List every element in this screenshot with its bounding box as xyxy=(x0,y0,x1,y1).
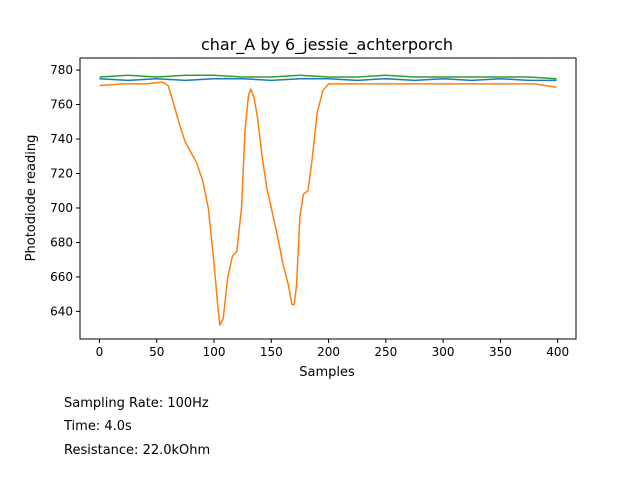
chart-title: char_A by 6_jessie_achterporch xyxy=(201,35,453,55)
sampling-rate-text: Sampling Rate: 100Hz xyxy=(64,396,209,411)
x-tick-label: 100 xyxy=(203,345,226,359)
y-tick-label: 680 xyxy=(50,235,73,249)
y-tick-label: 740 xyxy=(50,132,73,146)
plot-frame xyxy=(79,57,577,340)
y-axis-label: Photodiode reading xyxy=(24,135,39,262)
x-tick-label: 50 xyxy=(149,345,164,359)
y-tick-label: 640 xyxy=(50,304,73,318)
x-tick-label: 350 xyxy=(489,345,512,359)
x-tick-label: 250 xyxy=(374,345,397,359)
y-tick-label: 760 xyxy=(50,98,73,112)
x-tick-label: 200 xyxy=(317,345,340,359)
x-tick-label: 300 xyxy=(432,345,455,359)
ticks: 0 50 100 150 200 250 300 350 400 640 660 680 700 720 7… xyxy=(50,63,569,359)
series-line-2 xyxy=(99,81,557,326)
y-tick-label: 660 xyxy=(50,270,73,284)
chart: char_A by 6_jessie_achterporch Samples P… xyxy=(24,35,577,380)
x-tick-label: 150 xyxy=(260,345,283,359)
resistance-text: Resistance: 22.0kOhm xyxy=(64,443,211,458)
x-axis-label: Samples xyxy=(299,365,355,380)
series-line-3 xyxy=(99,74,557,80)
series-line-1 xyxy=(99,77,557,82)
y-tick-label: 700 xyxy=(50,201,73,215)
y-tick-label: 780 xyxy=(50,63,73,77)
x-tick-label: 400 xyxy=(546,345,569,359)
plot-lines xyxy=(99,74,557,326)
x-tick-label: 0 xyxy=(96,345,104,359)
y-tick-label: 720 xyxy=(50,167,73,181)
time-text: Time: 4.0s xyxy=(64,419,132,434)
